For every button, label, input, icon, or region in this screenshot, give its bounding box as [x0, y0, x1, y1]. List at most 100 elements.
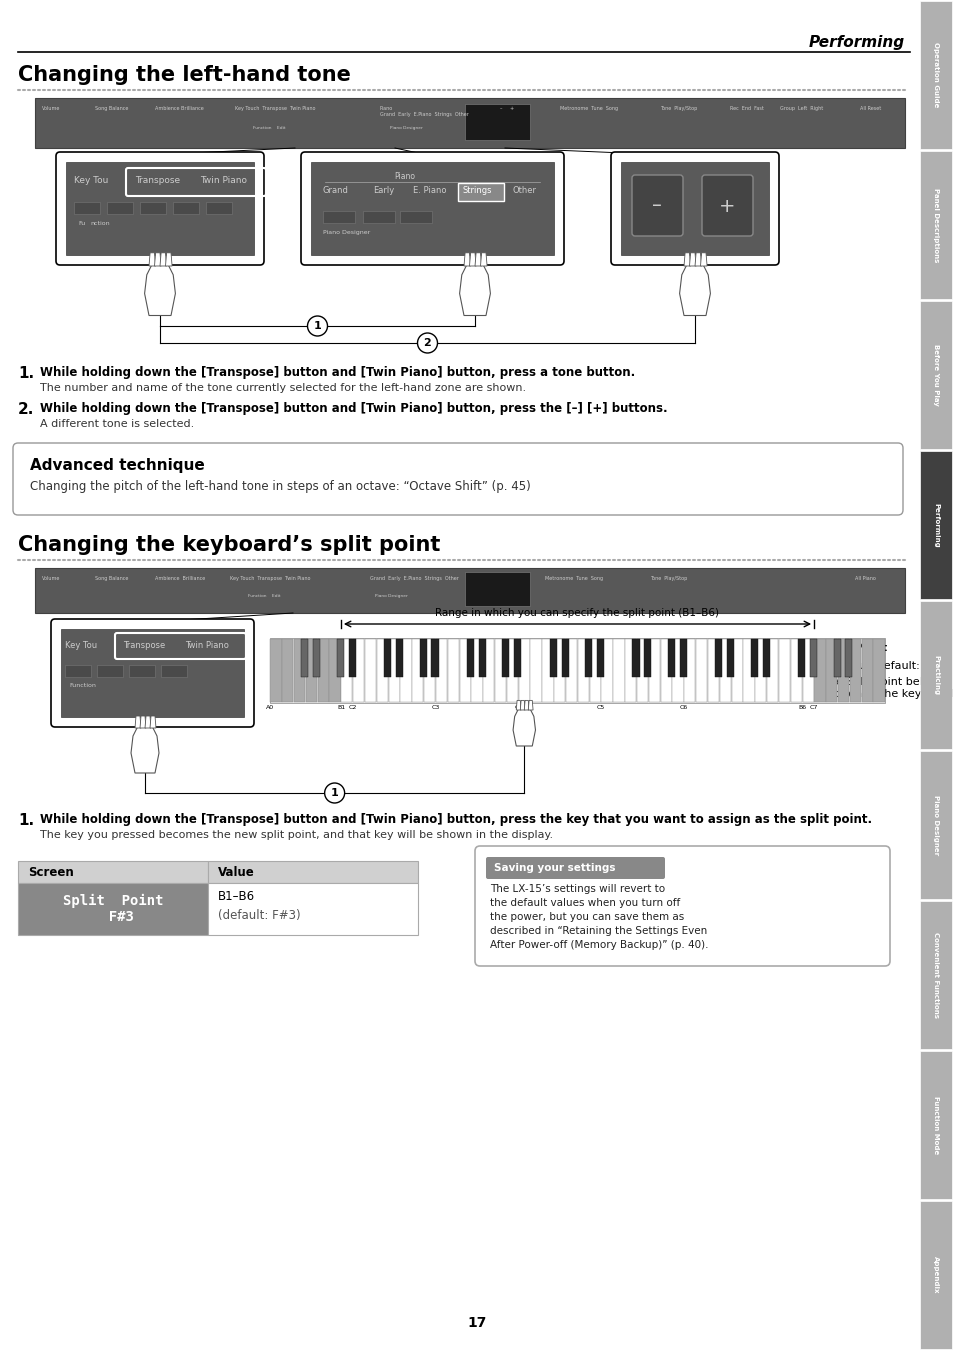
- Bar: [502, 639, 509, 676]
- Bar: [311, 162, 554, 255]
- Text: The Split Point belongs to the left-hand
section of the keyboard: The Split Point belongs to the left-hand…: [821, 676, 953, 698]
- Bar: [518, 639, 529, 702]
- Text: While holding down the [Transpose] button and [Twin Piano] button, press the [–]: While holding down the [Transpose] butto…: [40, 402, 667, 414]
- Bar: [270, 639, 884, 703]
- Bar: [849, 639, 861, 702]
- Text: Split  Point
  F#3: Split Point F#3: [63, 894, 163, 925]
- Bar: [584, 639, 592, 676]
- Text: Metronome  Tune  Song: Metronome Tune Song: [544, 576, 602, 580]
- Bar: [329, 639, 340, 702]
- Text: Ambience Brilliance: Ambience Brilliance: [154, 107, 204, 111]
- Bar: [464, 572, 530, 606]
- Text: Tone  Play/Stop: Tone Play/Stop: [649, 576, 686, 580]
- Bar: [466, 639, 474, 676]
- Text: Split Point: Split Point: [821, 643, 886, 653]
- Text: All Piano: All Piano: [854, 576, 875, 580]
- Bar: [436, 639, 447, 702]
- Bar: [600, 639, 612, 702]
- Polygon shape: [131, 718, 159, 774]
- Bar: [306, 639, 316, 702]
- Text: Performing: Performing: [808, 35, 904, 50]
- Bar: [719, 639, 730, 702]
- Bar: [107, 202, 132, 215]
- Bar: [761, 639, 769, 676]
- Polygon shape: [516, 701, 520, 710]
- Text: Value: Value: [218, 865, 254, 879]
- Bar: [541, 639, 553, 702]
- Polygon shape: [679, 255, 710, 316]
- Text: Grand: Grand: [323, 186, 349, 194]
- Bar: [707, 639, 719, 702]
- Text: B1–B6: B1–B6: [218, 890, 254, 903]
- Bar: [919, 1202, 951, 1349]
- FancyBboxPatch shape: [51, 620, 253, 728]
- Bar: [313, 639, 320, 676]
- Text: nction: nction: [90, 221, 110, 225]
- Text: Twin Piano: Twin Piano: [185, 641, 229, 649]
- Text: Function Mode: Function Mode: [932, 1096, 938, 1154]
- FancyBboxPatch shape: [301, 153, 563, 265]
- Bar: [74, 202, 100, 215]
- Bar: [597, 639, 603, 676]
- Polygon shape: [140, 716, 146, 728]
- Bar: [459, 639, 470, 702]
- Bar: [790, 639, 801, 702]
- Polygon shape: [135, 716, 141, 728]
- Text: Operation Guide: Operation Guide: [932, 42, 938, 108]
- Bar: [648, 639, 659, 702]
- Bar: [919, 751, 951, 899]
- Bar: [447, 639, 458, 702]
- Text: Changing the pitch of the left-hand tone in steps of an octave: “Octave Shift” (: Changing the pitch of the left-hand tone…: [30, 481, 530, 493]
- Text: While holding down the [Transpose] button and [Twin Piano] button, press the key: While holding down the [Transpose] butto…: [40, 813, 871, 826]
- Text: –: –: [652, 197, 661, 216]
- Text: Key Tou: Key Tou: [74, 176, 109, 185]
- Polygon shape: [683, 252, 690, 266]
- Text: E. Piano: E. Piano: [413, 186, 446, 194]
- Bar: [35, 99, 904, 148]
- Text: Before You Play: Before You Play: [932, 344, 938, 406]
- Bar: [388, 639, 399, 702]
- Bar: [801, 639, 813, 702]
- Text: Volume: Volume: [42, 107, 60, 111]
- Text: 2: 2: [423, 338, 431, 348]
- Bar: [353, 639, 364, 702]
- Bar: [919, 1052, 951, 1199]
- Text: Piano Designer: Piano Designer: [932, 795, 938, 855]
- Text: Key Touch  Transpose  Twin Piano: Key Touch Transpose Twin Piano: [230, 576, 310, 580]
- Bar: [837, 639, 848, 702]
- Bar: [742, 639, 754, 702]
- Text: C5: C5: [597, 705, 604, 710]
- Bar: [613, 639, 624, 702]
- Bar: [365, 639, 375, 702]
- Bar: [97, 666, 123, 676]
- Text: Piano Designer: Piano Designer: [390, 126, 422, 130]
- Bar: [65, 666, 91, 676]
- Bar: [561, 639, 568, 676]
- Polygon shape: [154, 252, 161, 266]
- Text: 17: 17: [467, 1316, 486, 1330]
- FancyBboxPatch shape: [485, 857, 664, 879]
- Text: A different tone is selected.: A different tone is selected.: [40, 418, 194, 429]
- Bar: [578, 639, 588, 702]
- Text: The number and name of the tone currently selected for the left-hand zone are sh: The number and name of the tone currentl…: [40, 383, 525, 393]
- Bar: [549, 639, 557, 676]
- Text: Tone  Play/Stop: Tone Play/Stop: [659, 107, 697, 111]
- Bar: [679, 639, 686, 676]
- Text: C4: C4: [514, 705, 522, 710]
- Text: Piano
Grand  Early  E.Piano  Strings  Other: Piano Grand Early E.Piano Strings Other: [379, 107, 468, 117]
- Text: B6: B6: [798, 705, 805, 710]
- Bar: [667, 639, 675, 676]
- Polygon shape: [463, 252, 470, 266]
- Text: B1: B1: [336, 705, 345, 710]
- Text: Transpose: Transpose: [123, 641, 165, 649]
- Text: Function    Edit: Function Edit: [248, 594, 280, 598]
- Text: Screen: Screen: [28, 865, 73, 879]
- Bar: [423, 639, 435, 702]
- Text: A0: A0: [266, 705, 274, 710]
- Bar: [530, 639, 541, 702]
- Polygon shape: [695, 252, 700, 266]
- Bar: [919, 601, 951, 749]
- Bar: [731, 639, 742, 702]
- Text: Grand  Early  E.Piano  Strings  Other: Grand Early E.Piano Strings Other: [370, 576, 458, 580]
- Bar: [471, 639, 482, 702]
